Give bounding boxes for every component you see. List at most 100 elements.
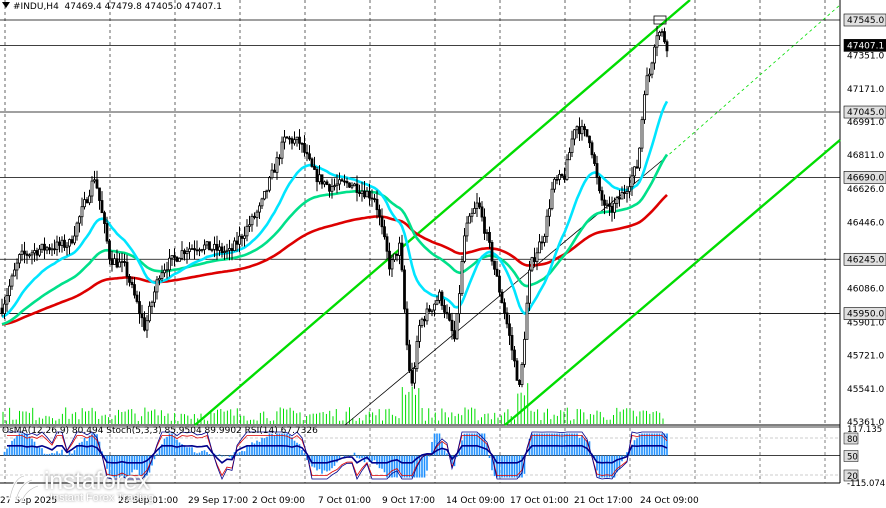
candle-body [545,215,549,237]
candle-body [198,249,201,252]
candle-body [505,312,509,325]
candle-body [363,190,366,198]
candle-body [443,305,446,313]
candle-body [108,240,111,260]
candle-body [23,250,26,255]
candle-body [390,259,394,270]
candle-body [258,205,261,213]
candle-body [628,186,631,192]
candle-body [513,349,516,362]
candle-body [220,246,224,253]
time-tick-label: 2 Oct 09:00 [252,496,305,506]
price-tick-label: 45901.0 [847,319,884,329]
candle-body [190,248,194,250]
candle-body [328,184,331,192]
candle-body [13,269,16,277]
candle-body [103,212,106,224]
candle-body [158,277,161,281]
candle-body [290,138,294,144]
candle-body [80,206,84,218]
candle-body [555,178,559,181]
time-tick-label: 7 Oct 01:00 [318,496,371,506]
candle-body [185,251,189,255]
osma-label: OsMA(12,26,9) 80.494 [2,426,104,436]
candle-body [308,153,311,160]
candle-body [593,154,596,164]
collapse-triangle-icon[interactable] [2,2,10,8]
candle-body [68,239,71,247]
candle-body [648,73,651,77]
candle-body [533,257,536,263]
candle-body [475,202,479,209]
candle-body [635,166,639,169]
candle-body [130,281,134,285]
candle-body [335,183,339,187]
candle-body [520,363,524,385]
candle-body [595,163,599,178]
candle-body [470,212,474,217]
candle-body [498,275,501,293]
candle-body [128,276,131,283]
candle-body [415,341,419,369]
candle-body [283,136,286,143]
candle-body [110,258,114,265]
candle-body [333,185,336,188]
candle-body [280,141,284,159]
volume-bars [2,383,664,424]
candle-body [630,175,634,188]
candle-body [40,243,44,250]
candle-body [575,126,579,131]
level-badge-label: 47545.0 [847,16,884,26]
candle-body [223,251,226,253]
candle-body [225,249,229,252]
indicator-tick-label: 80 [847,435,858,445]
candles [0,15,669,389]
candle-body [3,303,6,314]
candle-body [495,268,499,277]
candle-body [93,179,96,182]
candle-body [568,152,571,161]
candle-body [293,139,296,144]
candle-body [343,180,346,183]
candle-body [245,225,249,237]
candle-body [383,226,386,238]
candle-body [180,250,184,259]
price-tick-label: 45541.0 [847,385,884,395]
candle-body [445,311,449,315]
candle-body [468,215,471,224]
price-tick-label: 46626.0 [847,185,884,195]
candle-body [208,241,211,251]
candle-body [243,235,246,239]
time-tick-label: 24 Oct 09:00 [640,496,699,506]
candle-body [510,335,514,351]
candle-body [33,250,36,254]
candle-body [305,151,309,155]
candle-body [138,301,141,315]
candle-body [135,294,139,302]
candle-body [425,308,429,322]
time-tick-label: 14 Oct 09:00 [446,496,505,506]
candle-body [398,242,401,256]
candle-body [393,253,396,261]
candle-body [313,166,316,170]
candle-body [8,285,11,297]
candle-body [203,244,206,251]
candle-body [463,235,466,262]
candle-body [25,253,29,256]
candle-body [358,192,361,194]
price-highlight-box [653,15,667,25]
candle-body [188,248,191,252]
ema-line [1,100,669,319]
candle-body [95,179,99,189]
time-tick-label: 27 Sep 2025 [0,496,57,506]
candle-body [370,197,374,200]
logo-tagline: Instant Forex Trading [50,492,154,504]
candle-body [28,254,31,257]
rsi-label: RSI(14) 67.7326 [244,426,318,436]
candle-body [278,157,281,160]
candle-body [655,35,659,48]
level-badge-label: 45950.0 [847,310,884,320]
candle-body [560,173,564,177]
candle-body [98,187,101,201]
